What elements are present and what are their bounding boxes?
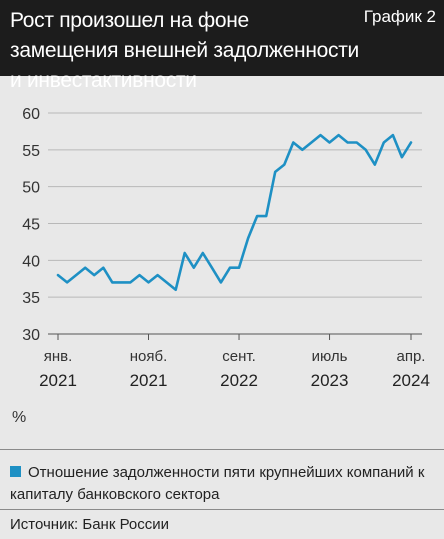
source-note: Источник: Банк России	[10, 516, 170, 533]
x-tick-label-month: сент.	[222, 348, 256, 365]
line-chart: 30 35 40 45 50 55 60 янв. 2021 нояб. 2021 сент. 202…	[12, 106, 430, 426]
x-tick-label-month: янв.	[44, 348, 73, 365]
divider-line	[0, 509, 444, 510]
x-axis-ticks: янв. 2021 нояб. 2021 сент. 2022 июль 2023 апр. 20…	[39, 334, 430, 390]
x-tick-label-year: 2024	[392, 371, 430, 390]
x-tick-label-month: апр.	[397, 348, 426, 365]
y-tick-label: 45	[22, 217, 40, 234]
y-axis-ticks: 30 35 40 45 50 55 60	[22, 106, 40, 344]
series-line	[56, 133, 413, 292]
x-tick-label-month: нояб.	[130, 348, 168, 365]
legend: Отношение задолженности пяти крупнейших …	[10, 462, 430, 506]
x-tick-label-year: 2023	[311, 371, 349, 390]
chart-number-badge: График 2	[363, 7, 436, 26]
grid-lines	[48, 112, 422, 335]
legend-label: Отношение задолженности пяти крупнейших …	[10, 464, 425, 503]
divider-line	[0, 449, 444, 450]
x-tick-label-year: 2021	[39, 371, 77, 390]
chart-title: Рост произошел на фоне замещения внешней…	[10, 9, 359, 92]
y-tick-label: 55	[22, 143, 40, 160]
chart-header: Рост произошел на фоне замещения внешней…	[0, 0, 444, 92]
y-tick-label: 30	[22, 327, 40, 344]
y-tick-label: 35	[22, 290, 40, 307]
series-layer	[56, 133, 413, 292]
y-tick-label: 50	[22, 180, 40, 197]
x-tick-label-year: 2021	[130, 371, 168, 390]
legend-swatch	[10, 466, 21, 477]
x-tick-label-month: июль	[312, 348, 348, 365]
y-axis-unit-label: %	[12, 409, 26, 426]
x-tick-label-year: 2022	[220, 371, 258, 390]
y-tick-label: 40	[22, 253, 40, 270]
y-tick-label: 60	[22, 106, 40, 123]
